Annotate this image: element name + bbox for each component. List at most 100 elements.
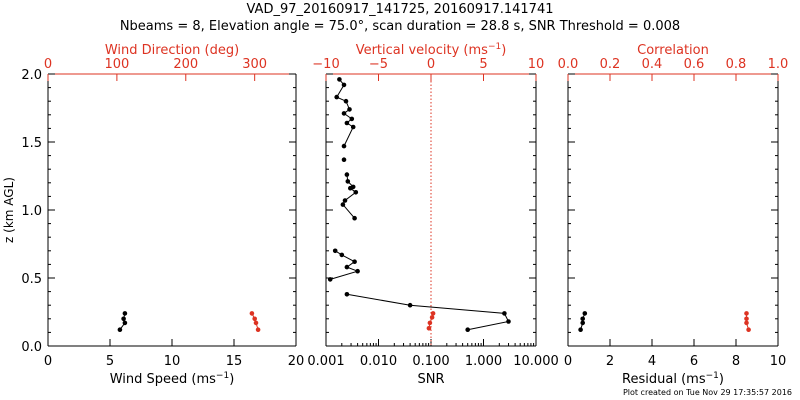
x-tick-label: 15 (226, 354, 243, 369)
y-tick-label: 0.0 (21, 340, 42, 355)
series-1-point (502, 311, 507, 316)
y-axis-label: z (km AGL) (2, 177, 16, 243)
x-tick-label: 0.010 (360, 354, 397, 369)
top-tick-label: 0.2 (600, 57, 621, 72)
series-1-point (340, 202, 346, 207)
series-1-point (341, 157, 347, 162)
series-1-line (335, 79, 354, 147)
series-1-point (341, 111, 347, 116)
series-1-point (350, 184, 356, 190)
x-tick-label: 4 (648, 354, 656, 369)
series-1-point (407, 302, 413, 308)
y-tick-label: 0.5 (21, 272, 42, 287)
top-tick-label: 5 (479, 57, 487, 72)
series-2-point (744, 311, 749, 316)
x-tick-label: 20 (288, 354, 305, 369)
series-2-point (255, 327, 261, 333)
series-1-point (344, 292, 350, 297)
series-1-point (341, 143, 347, 149)
series-1-point (580, 320, 585, 326)
series-1-point (353, 190, 359, 195)
top-tick-label: 0 (427, 57, 435, 72)
panel-2: 0.001 0.010 0.100 1.000 10.000 −10 −5 0 5 10 (307, 57, 558, 369)
top-tick-label: 1.0 (768, 57, 789, 72)
x-tick-label: 1.000 (465, 354, 502, 369)
series-1-point (342, 198, 348, 203)
top-tick-label: 300 (242, 57, 267, 72)
x-axis-label: Residual (ms−1) (622, 371, 724, 387)
series-1-point (582, 311, 588, 316)
x-axis-label: Wind Speed (ms−1) (110, 371, 235, 387)
x-tick-label: 5 (106, 354, 114, 369)
series-1-point (352, 215, 357, 221)
series-1-point (121, 316, 126, 322)
series-1-point (117, 327, 123, 333)
x-tick-label: 8 (732, 354, 740, 369)
series-1-point (344, 264, 350, 270)
top-tick-label: −5 (369, 57, 388, 72)
series-1-point (339, 252, 345, 258)
series-1-point (337, 77, 342, 82)
y-tick-label: 1.0 (21, 204, 42, 219)
series-2-point (430, 311, 436, 316)
top-tick-label: 0.4 (642, 57, 663, 72)
x-axis-label: SNR (417, 372, 444, 387)
series-1-point (578, 327, 583, 333)
series-1-point (344, 172, 350, 177)
top-tick-label: −10 (312, 57, 339, 72)
top-tick-label: 10 (528, 57, 545, 72)
series-2-point (744, 320, 749, 326)
x-tick-label: 10 (770, 354, 787, 369)
series-1-point (350, 124, 356, 130)
series-2-point (253, 320, 259, 326)
series-2-point (426, 326, 432, 331)
series-2-point (249, 311, 255, 316)
x-tick-label: 0 (44, 354, 52, 369)
top-tick-label: 0 (44, 57, 52, 72)
series-1-point (349, 116, 355, 122)
figure-subtitle: Nbeams = 8, Elevation angle = 75.0°, sca… (119, 19, 681, 34)
x-tick-label: 0 (564, 354, 572, 369)
series-1-point (352, 259, 357, 265)
series-1-point (355, 268, 360, 274)
top-tick-label: 0.8 (726, 57, 747, 72)
panel-1: 0.00.51.01.52.0z (km AGL)0 5 10 15 200 100 200… (2, 57, 304, 369)
series-1-point (465, 327, 471, 333)
series-2-point (744, 316, 749, 322)
series-1-point (341, 82, 347, 88)
top-tick-label: 0.6 (684, 57, 705, 72)
x-tick-label: 0.001 (307, 354, 344, 369)
panel-3: 0 2 4 6 8 10 0.0 0.2 0.4 0.6 0.8 1.0 (558, 57, 789, 369)
series-1-point (343, 98, 349, 104)
top-tick-label: 200 (173, 57, 198, 72)
series-2-point (746, 327, 751, 333)
series-1-line (346, 293, 510, 331)
series-2-point (252, 316, 257, 322)
series-2-point (427, 320, 433, 326)
series-1-point (344, 120, 350, 126)
x-tick-label: 0.100 (412, 354, 449, 369)
plot-footer: Plot created on Tue Nov 29 17:35:57 2016 (622, 388, 792, 397)
x-tick-label: 2 (606, 354, 614, 369)
series-1-point (334, 94, 340, 100)
top-axis-label: Vertical velocity (ms−1) (356, 42, 507, 58)
series-1-point (332, 248, 338, 254)
figure-title: VAD_97_20160917_141725, 20160917.141741 (246, 2, 554, 17)
top-tick-label: 0.0 (558, 57, 579, 72)
series-1-point (122, 320, 128, 326)
top-axis-label: Wind Direction (deg) (105, 43, 239, 58)
series-1-point (327, 277, 333, 282)
series-1-point (347, 107, 352, 112)
y-tick-label: 1.5 (21, 136, 42, 151)
x-tick-label: 10.000 (513, 354, 559, 369)
series-1-point (345, 179, 351, 184)
top-tick-label: 100 (104, 57, 129, 72)
series-1-point (122, 311, 128, 316)
series-2-point (429, 315, 435, 320)
series-1-point (580, 316, 585, 322)
y-tick-label: 2.0 (21, 68, 42, 83)
x-tick-label: 10 (164, 354, 181, 369)
x-tick-label: 6 (690, 354, 698, 369)
series-1-point (506, 319, 511, 324)
